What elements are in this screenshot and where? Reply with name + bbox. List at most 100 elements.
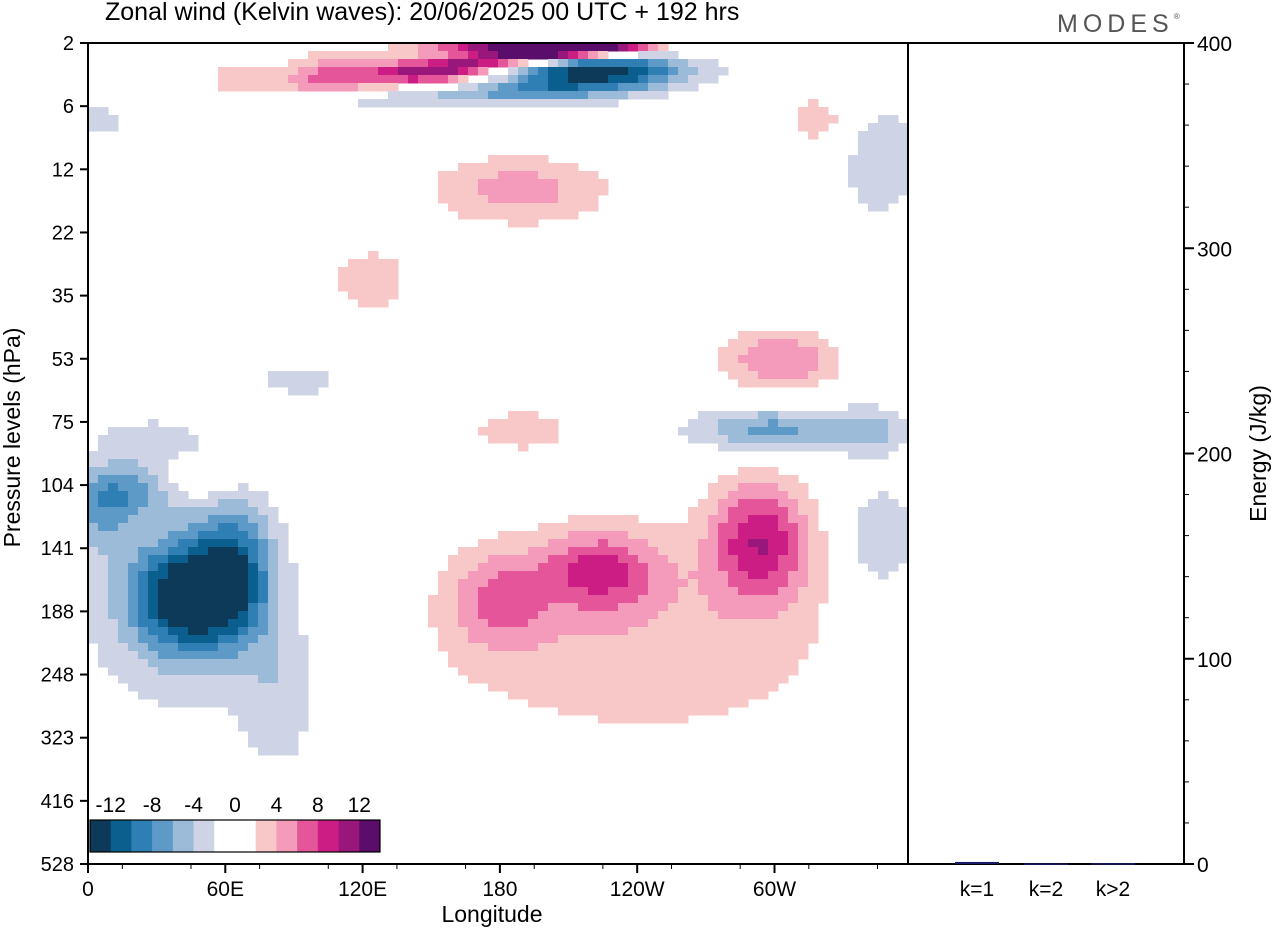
heatmap-cell xyxy=(778,563,789,572)
heatmap-cell xyxy=(248,571,259,580)
heatmap-cell xyxy=(458,603,469,612)
heatmap-cell xyxy=(608,643,619,652)
heatmap-cell xyxy=(708,523,719,532)
heatmap-cell xyxy=(738,675,749,684)
heatmap-cell xyxy=(778,659,789,668)
heatmap-cell xyxy=(488,419,499,428)
heatmap-cell xyxy=(458,187,469,196)
heatmap-cell xyxy=(738,339,749,348)
heatmap-cell xyxy=(778,651,789,660)
y-tick-label: 248 xyxy=(41,665,74,687)
heatmap-cell xyxy=(748,547,759,556)
heatmap-cell xyxy=(88,459,99,468)
heatmap-cell xyxy=(758,347,769,356)
heatmap-cell xyxy=(218,563,229,572)
heatmap-cell xyxy=(598,515,609,524)
heatmap-cell xyxy=(708,579,719,588)
heatmap-cell xyxy=(468,611,479,620)
heatmap-cell xyxy=(488,595,499,604)
heatmap-cell xyxy=(188,539,199,548)
heatmap-cell xyxy=(888,163,899,172)
heatmap-cell xyxy=(578,643,589,652)
heatmap-cell xyxy=(488,547,499,556)
heatmap-cell xyxy=(648,691,659,700)
heatmap-cell xyxy=(858,403,869,412)
heatmap-cell xyxy=(558,635,569,644)
heatmap-cell xyxy=(838,419,849,428)
heatmap-cell xyxy=(318,75,329,84)
heatmap-cell xyxy=(708,635,719,644)
heatmap-cell xyxy=(708,419,719,428)
heatmap-cell xyxy=(858,547,869,556)
heatmap-cell xyxy=(788,539,799,548)
heatmap-cell xyxy=(498,75,509,84)
heatmap-cell xyxy=(348,275,359,284)
colorbar-label: 12 xyxy=(348,794,371,817)
heatmap-cell xyxy=(768,379,779,388)
heatmap-cell xyxy=(488,571,499,580)
heatmap-cell xyxy=(168,571,179,580)
heatmap-cell xyxy=(528,211,539,220)
heatmap-cell xyxy=(158,427,169,436)
heatmap-cell xyxy=(788,643,799,652)
heatmap-cell xyxy=(788,515,799,524)
heatmap-cell xyxy=(558,667,569,676)
heatmap-cell xyxy=(168,491,179,500)
heatmap-cell xyxy=(578,675,589,684)
heatmap-cell xyxy=(718,523,729,532)
heatmap-cell xyxy=(148,635,159,644)
heatmap-cell xyxy=(278,75,289,84)
heatmap-cell xyxy=(658,619,669,628)
heatmap-cell xyxy=(728,667,739,676)
heatmap-cell xyxy=(878,427,889,436)
heatmap-cell xyxy=(378,283,389,292)
heatmap-cell xyxy=(888,179,899,188)
heatmap-cell xyxy=(638,83,649,92)
heatmap-cell xyxy=(128,491,139,500)
heatmap-cell xyxy=(698,539,709,548)
heatmap-cell xyxy=(288,659,299,668)
heatmap-cell xyxy=(138,491,149,500)
heatmap-cell xyxy=(538,587,549,596)
heatmap-cell xyxy=(648,67,659,76)
heatmap-cell xyxy=(728,595,739,604)
heatmap-cell xyxy=(278,555,289,564)
heatmap-cell xyxy=(728,339,739,348)
heatmap-cell xyxy=(428,99,439,108)
heatmap-cell xyxy=(368,275,379,284)
heatmap-cell xyxy=(598,603,609,612)
heatmap-cell xyxy=(258,731,269,740)
heatmap-cell xyxy=(828,347,839,356)
heatmap-cell xyxy=(488,91,499,100)
heatmap-cell xyxy=(158,611,169,620)
heatmap-cell xyxy=(168,563,179,572)
heatmap-cell xyxy=(578,91,589,100)
heatmap-cell xyxy=(638,683,649,692)
heatmap-cell xyxy=(438,43,449,52)
heatmap-cell xyxy=(818,411,829,420)
heatmap-cell xyxy=(268,699,279,708)
heatmap-cell xyxy=(278,571,289,580)
heatmap-cell xyxy=(558,595,569,604)
heatmap-cell xyxy=(718,667,729,676)
heatmap-cell xyxy=(788,555,799,564)
heatmap-cell xyxy=(538,699,549,708)
heatmap-cell xyxy=(798,603,809,612)
heatmap-cell xyxy=(448,571,459,580)
energy-bar xyxy=(1091,863,1135,865)
heatmap-cell xyxy=(468,203,479,212)
heatmap-cell xyxy=(568,539,579,548)
heatmap-cell xyxy=(598,659,609,668)
heatmap-cell xyxy=(748,467,759,476)
heatmap-cell xyxy=(538,691,549,700)
heatmap-cell xyxy=(668,667,679,676)
heatmap-cell xyxy=(288,643,299,652)
heatmap-cell xyxy=(158,571,169,580)
heatmap-cell xyxy=(498,99,509,108)
heatmap-cell xyxy=(518,435,529,444)
heatmap-cell xyxy=(298,635,309,644)
heatmap-cell xyxy=(138,483,149,492)
heatmap-cell xyxy=(188,643,199,652)
heatmap-cell xyxy=(618,651,629,660)
heatmap-cell xyxy=(778,475,789,484)
